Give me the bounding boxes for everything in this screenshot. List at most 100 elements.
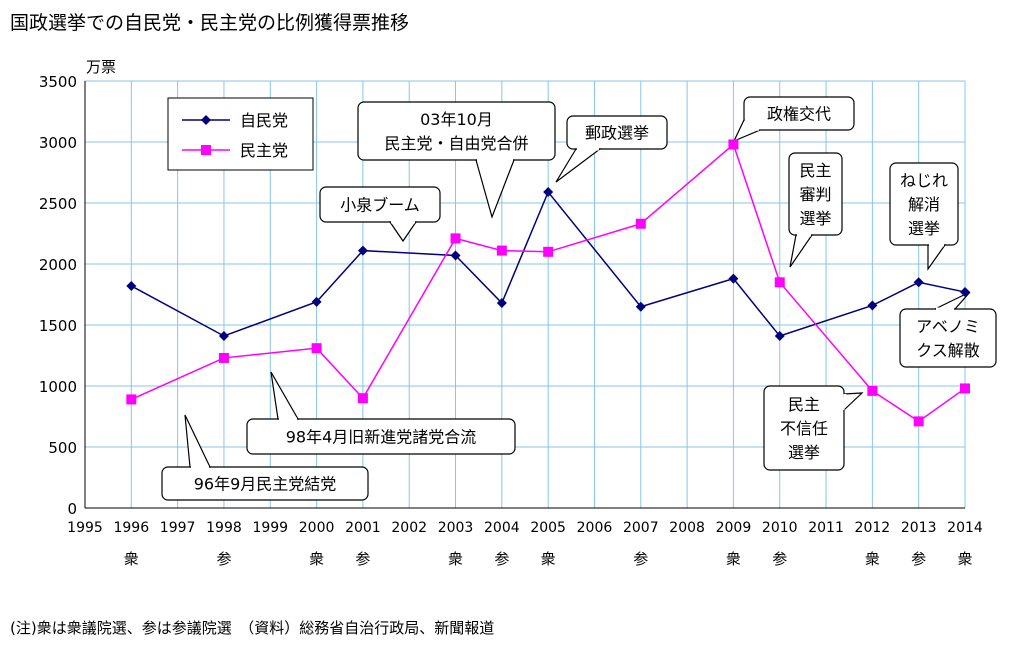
y-axis-label: 万票 <box>86 58 116 76</box>
x-tick-label: 2004 <box>484 520 520 536</box>
axes: 0 500 1000 1500 2000 2500 3000 3500 1995 1996 1997… <box>39 58 983 568</box>
x-tick-label: 2008 <box>669 520 705 536</box>
data-point <box>867 385 878 396</box>
x-tick-label: 2014 <box>947 520 983 536</box>
data-point <box>311 343 322 354</box>
callout-pointer <box>475 159 515 219</box>
data-point <box>126 280 137 291</box>
callout-text: 03年10月 <box>420 110 493 129</box>
data-point <box>543 246 554 257</box>
election-type-label: 参 <box>494 550 509 568</box>
x-tick-label: 2011 <box>808 520 844 536</box>
data-point <box>635 218 646 229</box>
footnote: (注)衆は衆議院選、参は参議院選 （資料）総務省自治行政局、新聞報道 <box>10 619 495 637</box>
x-tick-label: 1999 <box>252 520 288 536</box>
data-point <box>867 300 878 311</box>
callout-text: 解消 <box>908 195 940 214</box>
callout-text: 審判 <box>799 185 831 204</box>
callout-text: アベノミ <box>916 317 980 336</box>
x-tick-label: 2006 <box>577 520 613 536</box>
callout-text: 小泉ブーム <box>340 196 420 215</box>
x-tick-label: 2000 <box>299 520 335 536</box>
data-point <box>913 416 924 427</box>
callout-text: 選挙 <box>799 209 831 228</box>
callout-box <box>357 101 556 161</box>
data-point <box>311 296 322 307</box>
chart-title: 国政選挙での自民党・民主党の比例獲得票推移 <box>10 12 410 34</box>
data-point <box>728 273 739 284</box>
callout-text: クス解散 <box>916 341 980 360</box>
x-tick-label: 2013 <box>901 520 937 536</box>
callout-pointer <box>388 221 418 243</box>
callout-pointer <box>843 392 864 412</box>
callout: 96年9月民主党結党 <box>161 414 369 501</box>
data-point <box>450 250 461 261</box>
y-tick-label: 500 <box>48 439 77 457</box>
series-group <box>126 139 970 427</box>
election-type-label: 衆 <box>309 550 324 568</box>
data-point <box>450 233 461 244</box>
callout-text: 98年4月旧新進党諸党合流 <box>286 428 477 447</box>
callout-box <box>889 162 959 246</box>
election-type-label: 衆 <box>541 550 556 568</box>
x-tick-label: 2005 <box>530 520 566 536</box>
x-tick-label: 1995 <box>67 520 103 536</box>
callout-text: 選挙 <box>788 443 820 462</box>
legend-marker <box>201 145 211 155</box>
callout-text: 政権交代 <box>767 105 831 124</box>
election-type-label: 衆 <box>448 550 463 568</box>
callout: 政権交代 <box>732 96 855 143</box>
data-point <box>774 277 785 288</box>
legend-box <box>167 97 314 171</box>
x-tick-label: 2012 <box>855 520 891 536</box>
callout-box <box>161 466 369 501</box>
data-point <box>913 277 924 288</box>
callout-text: 選挙 <box>908 219 940 238</box>
data-point <box>126 394 137 405</box>
y-tick-label: 3500 <box>39 73 77 91</box>
callout-pointer <box>555 148 602 183</box>
data-point <box>543 187 554 198</box>
callout-box <box>566 115 668 150</box>
callout-seam <box>744 118 760 132</box>
election-type-label: 参 <box>911 550 926 568</box>
data-point <box>960 383 970 394</box>
callout-box <box>319 186 441 223</box>
callout-box <box>763 385 845 471</box>
election-type-label: 衆 <box>726 550 741 568</box>
y-tick-label: 2000 <box>39 256 77 274</box>
election-type-label: 衆 <box>124 550 139 568</box>
data-point <box>357 393 368 404</box>
data-point <box>218 330 229 341</box>
data-point <box>960 287 970 298</box>
x-tick-label: 2003 <box>438 520 474 536</box>
x-tick-label: 1998 <box>206 520 242 536</box>
x-tick-label: 1996 <box>113 520 149 536</box>
callout-text: 郵政選挙 <box>585 124 649 143</box>
series-2 <box>126 139 970 427</box>
callouts: 小泉ブーム03年10月民主党・自由党合併郵政選挙政権交代民主審判選挙ねじれ解消選… <box>161 96 997 501</box>
callout-text: 民主党・自由党合併 <box>384 134 528 153</box>
data-point <box>218 352 229 363</box>
election-type-label: 参 <box>355 550 370 568</box>
x-tick-label: 1997 <box>160 520 196 536</box>
callout-pointer <box>927 244 947 271</box>
callout: 小泉ブーム <box>319 186 441 243</box>
callout-text: 民主 <box>788 395 820 414</box>
election-type-label: 衆 <box>865 550 880 568</box>
series-1 <box>126 187 970 341</box>
x-tick-label: 2010 <box>762 520 798 536</box>
election-type-label: 参 <box>772 550 787 568</box>
data-point <box>635 301 646 312</box>
legend-label: 民主党 <box>240 141 288 160</box>
data-point <box>774 330 785 341</box>
callout-text: ねじれ <box>900 171 948 190</box>
x-tick-label: 2002 <box>391 520 427 536</box>
callout-text: 96年9月民主党結党 <box>194 475 337 494</box>
callout-box <box>788 152 843 236</box>
data-point <box>496 298 507 309</box>
